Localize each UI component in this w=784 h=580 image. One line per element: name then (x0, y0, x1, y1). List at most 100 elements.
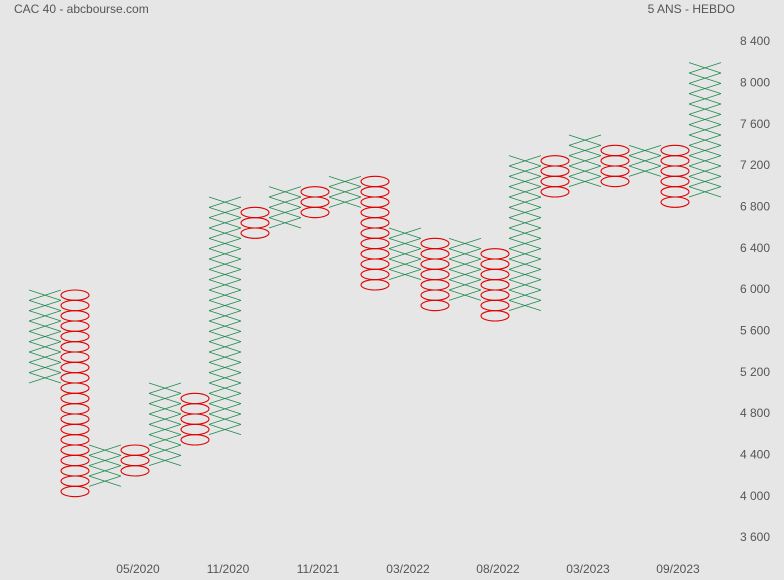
x-column: X (28, 289, 62, 384)
x-column: X (208, 196, 242, 436)
o-column: O (360, 175, 390, 291)
x-column: X (388, 227, 422, 281)
x-box (28, 351, 62, 363)
o-box (180, 392, 210, 405)
x-box (208, 237, 242, 250)
x-box (628, 155, 662, 167)
y-tick-label: 7 200 (740, 158, 770, 172)
x-tick-label: 08/2022 (476, 562, 520, 576)
y-tick-label: 8 400 (740, 34, 770, 48)
o-box (420, 237, 450, 250)
x-box (688, 144, 722, 157)
x-box (208, 351, 242, 363)
x-tick-label: 03/2023 (566, 562, 610, 576)
x-box (148, 403, 182, 415)
x-box (148, 434, 182, 446)
x-box (148, 444, 182, 456)
x-column: X (448, 237, 482, 301)
x-box (208, 196, 242, 208)
o-box (60, 289, 90, 301)
o-box (480, 248, 510, 260)
x-box (688, 155, 722, 167)
x-tick-label: 05/2020 (116, 562, 160, 576)
x-box (568, 165, 602, 177)
x-box (688, 62, 722, 74)
o-column: O (180, 392, 210, 446)
chart-subtitle: 5 ANS - HEBDO (648, 2, 735, 16)
x-box (688, 82, 722, 95)
y-tick-label: 7 600 (740, 117, 770, 131)
y-tick-label: 5 600 (740, 324, 770, 338)
x-tick-label: 11/2020 (207, 562, 250, 576)
x-box (448, 289, 482, 301)
o-column: O (660, 144, 690, 208)
x-box (568, 175, 602, 188)
x-box (448, 258, 482, 270)
x-box (208, 392, 242, 405)
o-column: O (600, 144, 630, 188)
x-column: X (568, 134, 602, 188)
x-box (508, 217, 542, 229)
o-box (300, 186, 330, 198)
x-box (148, 423, 182, 436)
x-box (208, 299, 242, 312)
y-tick-label: 6 000 (740, 282, 770, 296)
x-box (208, 320, 242, 332)
o-column: O (480, 248, 510, 322)
x-box (688, 103, 722, 115)
x-box (208, 341, 242, 353)
x-box (28, 289, 62, 301)
y-tick-label: 6 800 (740, 200, 770, 214)
x-box (268, 196, 302, 208)
x-box (388, 237, 422, 250)
x-box (208, 227, 242, 239)
o-box (360, 175, 390, 188)
x-column: X (508, 155, 542, 312)
y-tick-label: 5 200 (740, 365, 770, 379)
x-box (28, 320, 62, 332)
x-column: X (148, 382, 182, 467)
x-box (508, 237, 542, 250)
x-box (208, 372, 242, 384)
x-box (328, 175, 362, 188)
x-box (88, 475, 122, 487)
x-column: X (688, 62, 722, 198)
x-column: X (88, 444, 122, 487)
x-box (508, 196, 542, 208)
x-column: X (628, 144, 662, 177)
o-box (240, 206, 270, 219)
x-box (208, 279, 242, 291)
x-box (208, 258, 242, 270)
x-box (208, 248, 242, 260)
x-box (568, 144, 602, 157)
y-tick-label: 4 800 (740, 406, 770, 420)
x-box (208, 289, 242, 301)
x-box (508, 248, 542, 260)
x-box (688, 113, 722, 126)
x-box (148, 382, 182, 394)
x-box (208, 268, 242, 281)
x-box (568, 155, 602, 167)
o-column: O (120, 444, 150, 477)
o-box (120, 444, 150, 456)
x-box (328, 196, 362, 208)
x-box (628, 165, 662, 177)
x-box (508, 268, 542, 281)
x-box (148, 454, 182, 467)
x-box (508, 299, 542, 312)
o-column: O (420, 237, 450, 312)
x-box (388, 227, 422, 239)
x-box (28, 310, 62, 322)
x-box (508, 175, 542, 188)
x-box (88, 465, 122, 477)
x-box (328, 186, 362, 198)
x-box (268, 206, 302, 219)
x-box (448, 279, 482, 291)
o-column: O (60, 289, 90, 498)
x-tick-label: 09/2023 (656, 562, 700, 576)
x-box (388, 268, 422, 281)
x-box (268, 186, 302, 198)
x-box (208, 206, 242, 219)
o-box (660, 144, 690, 157)
